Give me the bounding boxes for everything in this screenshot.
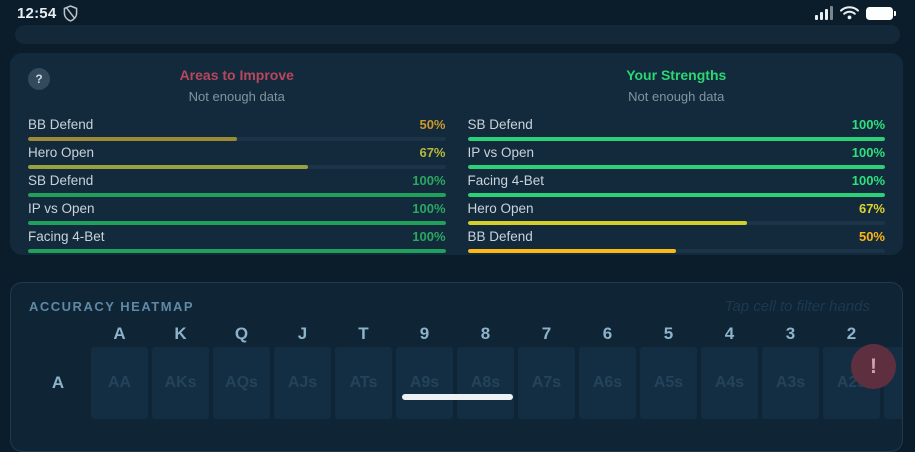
shield-off-icon <box>63 4 78 22</box>
hand-cell-a5s[interactable]: A5s <box>640 347 697 419</box>
grid-column-header: 2 <box>846 324 857 343</box>
stat-row: Hero Open 67% <box>467 201 885 225</box>
progress-fill <box>28 137 237 141</box>
stat-label: Facing 4-Bet <box>28 229 105 244</box>
areas-to-improve-title: Areas to Improve <box>179 67 294 83</box>
stat-percent: 100% <box>412 173 446 188</box>
progress-track <box>28 137 446 141</box>
progress-fill <box>28 165 308 169</box>
hand-cell-a6s[interactable]: A6s <box>579 347 636 419</box>
progress-fill <box>467 165 885 169</box>
hand-cell-a3s[interactable]: A3s <box>762 347 819 419</box>
areas-to-improve-subtitle: Not enough data <box>188 89 285 104</box>
heatmap-title: ACCURACY HEATMAP <box>29 299 195 314</box>
progress-track <box>28 221 446 225</box>
stat-percent: 100% <box>851 173 885 188</box>
cell-signal-icon <box>815 6 833 20</box>
hand-cell-ajs[interactable]: AJs <box>274 347 331 419</box>
stat-percent: 67% <box>419 145 446 160</box>
progress-fill <box>467 221 748 225</box>
battery-icon <box>866 6 896 20</box>
stat-label: Hero Open <box>467 201 534 216</box>
hand-cell-ats[interactable]: ATs <box>335 347 392 419</box>
stat-row: SB Defend 100% <box>28 173 446 197</box>
progress-fill <box>467 249 677 253</box>
stat-label: SB Defend <box>28 173 94 188</box>
stat-row: IP vs Open 100% <box>467 145 885 169</box>
progress-track <box>467 221 885 225</box>
areas-to-improve-column: Areas to Improve Not enough data BB Defe… <box>28 67 446 257</box>
your-strengths-title: Your Strengths <box>626 67 727 83</box>
progress-fill <box>28 193 446 197</box>
hand-cell-aqs[interactable]: AQs <box>213 347 270 419</box>
stat-percent: 100% <box>412 201 446 216</box>
grid-corner-spacer <box>29 321 87 347</box>
clock: 12:54 <box>17 4 57 22</box>
stat-label: IP vs Open <box>467 145 535 160</box>
stat-percent: 100% <box>851 117 885 132</box>
progress-track <box>467 165 885 169</box>
home-indicator[interactable] <box>402 394 513 400</box>
progress-track <box>467 193 885 197</box>
stat-row: Facing 4-Bet 100% <box>467 173 885 197</box>
stat-percent: 50% <box>419 117 446 132</box>
help-button[interactable]: ? <box>28 68 50 90</box>
stat-row: Facing 4-Bet 100% <box>28 229 446 253</box>
stat-row: BB Defend 50% <box>28 117 446 141</box>
stat-label: Hero Open <box>28 145 95 160</box>
accuracy-heatmap-card: ACCURACY HEATMAP Tap cell to filter hand… <box>10 282 903 452</box>
grid-column-header: Q <box>234 324 249 343</box>
grid-column-header: 9 <box>419 324 430 343</box>
your-strengths-subtitle: Not enough data <box>628 89 725 104</box>
progress-track <box>28 165 446 169</box>
hand-cell-aks[interactable]: AKs <box>152 347 209 419</box>
status-bar: 12:54 <box>0 0 915 26</box>
grid-column-header: 8 <box>480 324 491 343</box>
progress-track <box>467 137 885 141</box>
stat-label: BB Defend <box>467 229 533 244</box>
alert-floating-button[interactable]: ! <box>851 344 896 389</box>
heatmap-header-row: A K Q J T 9 8 7 6 5 4 3 2 <box>29 321 884 347</box>
progress-fill <box>28 249 446 253</box>
stat-percent: 100% <box>412 229 446 244</box>
hand-cell-a8s[interactable]: A8s <box>457 347 514 419</box>
your-strengths-column: Your Strengths Not enough data SB Defend… <box>467 67 885 257</box>
grid-column-header: J <box>297 324 308 343</box>
stat-row: BB Defend 50% <box>467 229 885 253</box>
progress-fill <box>28 221 446 225</box>
stat-row: Hero Open 67% <box>28 145 446 169</box>
stat-label: BB Defend <box>28 117 94 132</box>
hand-cell-aa[interactable]: AA <box>91 347 148 419</box>
previous-card-fragment <box>15 25 900 44</box>
grid-column-header: 6 <box>602 324 613 343</box>
grid-row-header: A <box>51 373 65 392</box>
progress-track <box>467 249 885 253</box>
grid-column-header: 3 <box>785 324 796 343</box>
performance-stats-card: ? Areas to Improve Not enough data BB De… <box>10 53 903 255</box>
stat-percent: 50% <box>858 229 885 244</box>
heatmap-grid: A AA AKs AQs AJs ATs A9s A8s A7s A6s A5s A4s A3s A2s <box>29 347 902 419</box>
wifi-icon <box>840 6 859 20</box>
heatmap-hint: Tap cell to filter hands <box>724 298 870 315</box>
stat-label: Facing 4-Bet <box>467 173 545 188</box>
hand-cell-a4s[interactable]: A4s <box>701 347 758 419</box>
grid-column-header: 4 <box>724 324 735 343</box>
progress-track <box>28 193 446 197</box>
grid-column-header: K <box>174 324 187 343</box>
hand-cell-a7s[interactable]: A7s <box>518 347 575 419</box>
grid-column-header: 7 <box>541 324 552 343</box>
stat-percent: 67% <box>858 201 885 216</box>
progress-fill <box>467 193 885 197</box>
grid-column-header: T <box>358 324 369 343</box>
stat-label: IP vs Open <box>28 201 95 216</box>
stat-percent: 100% <box>851 145 885 160</box>
stat-row: IP vs Open 100% <box>28 201 446 225</box>
grid-column-header: A <box>113 324 126 343</box>
progress-fill <box>467 137 885 141</box>
progress-track <box>28 249 446 253</box>
stat-row: SB Defend 100% <box>467 117 885 141</box>
stat-label: SB Defend <box>467 117 533 132</box>
grid-column-header: 5 <box>663 324 674 343</box>
hand-cell-a9s[interactable]: A9s <box>396 347 453 419</box>
